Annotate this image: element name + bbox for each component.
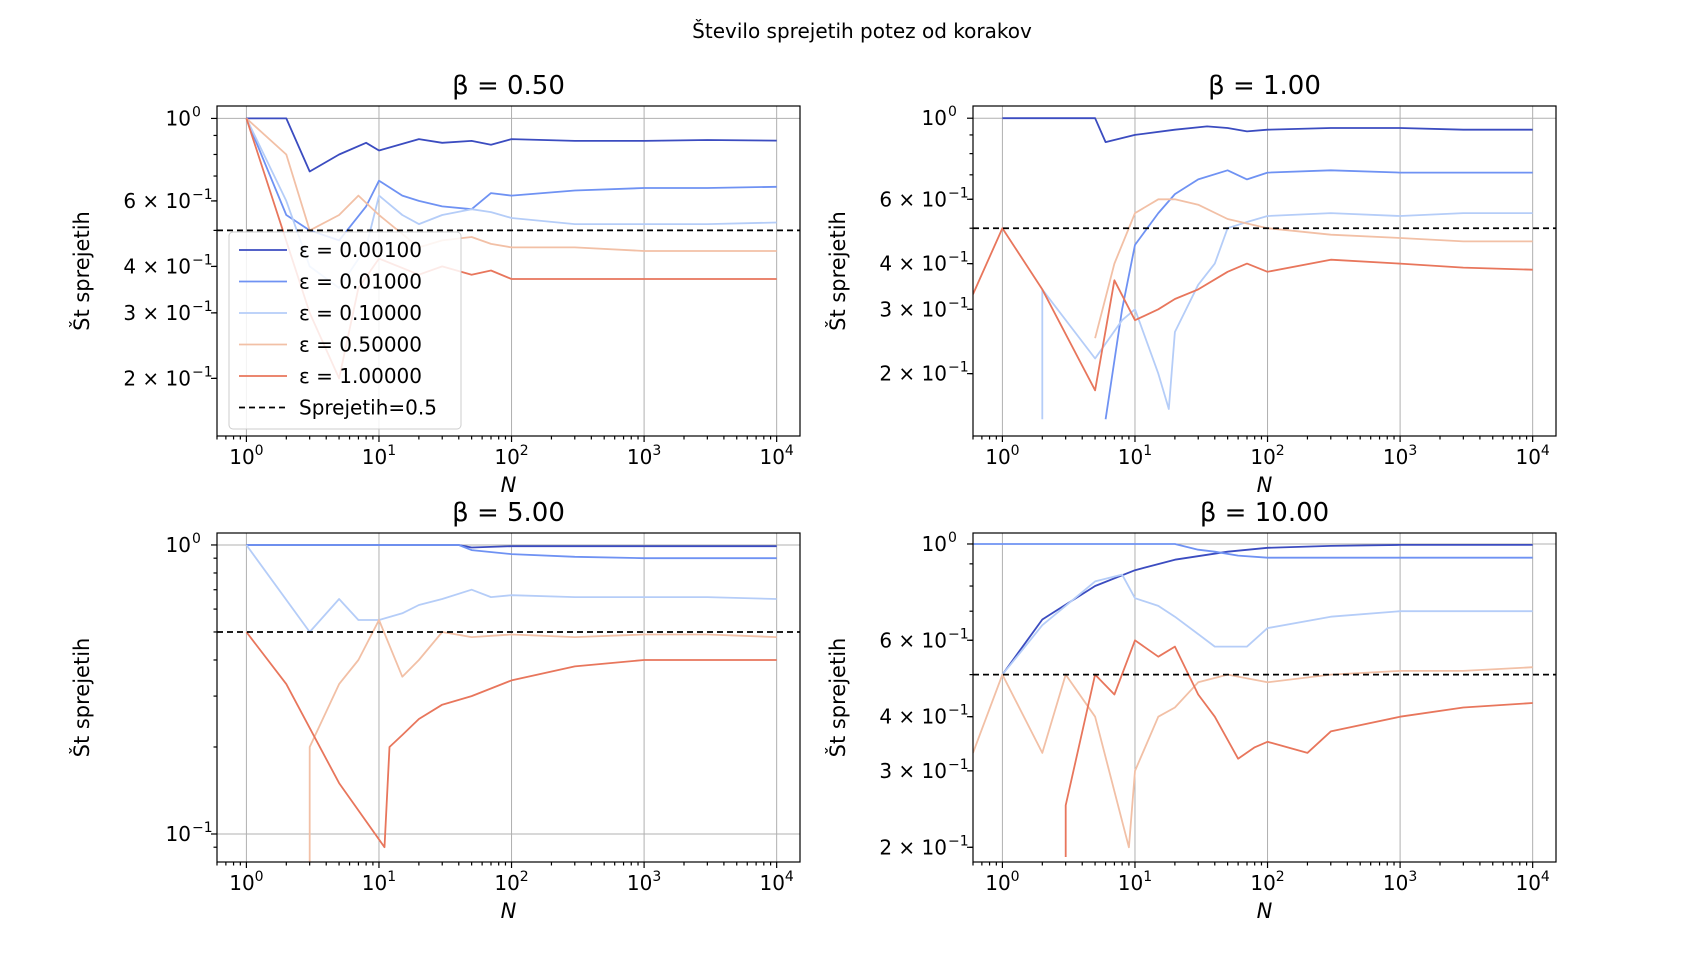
y-tick-label: 2 × 10 xyxy=(879,835,947,859)
y-tick-label: 2 × 10 xyxy=(123,366,191,390)
y-tick-exponent: 0 xyxy=(948,530,957,546)
x-tick-label: 104 xyxy=(1515,443,1549,469)
axes-frame xyxy=(972,532,1557,863)
y-axis-label: Št sprejetih xyxy=(825,211,850,331)
axes-frame xyxy=(216,105,801,437)
subplot-title: β = 5.00 xyxy=(452,498,565,528)
subplot-title: β = 1.00 xyxy=(1208,71,1321,101)
y-tick-exponent: −1 xyxy=(948,703,969,719)
series-line-4 xyxy=(308,619,777,862)
y-tick-label: 10 xyxy=(166,533,191,557)
y-tick-label: 6 × 10 xyxy=(123,189,191,213)
x-tick-label: 104 xyxy=(759,443,793,469)
y-axis-label: Št sprejetih xyxy=(69,211,94,331)
x-tick-label: 103 xyxy=(1383,443,1417,469)
y-tick-label: 10 xyxy=(922,532,947,556)
legend-label: ε = 1.00000 xyxy=(299,364,422,388)
y-tick-exponent: −1 xyxy=(948,250,969,266)
y-tick-exponent: 0 xyxy=(948,104,957,120)
legend: ε = 0.00100 ε = 0.01000 ε = 0.10000 ε = 0.5… xyxy=(228,231,462,430)
y-axis-label: Št sprejetih xyxy=(825,638,850,758)
y-tick-exponent: −1 xyxy=(192,299,213,315)
x-tick-label: 103 xyxy=(627,869,661,895)
x-tick-label: 100 xyxy=(985,443,1019,469)
x-tick-label: 101 xyxy=(1118,869,1152,895)
y-tick-label: 6 × 10 xyxy=(879,187,947,211)
x-tick-label: 102 xyxy=(1250,869,1284,895)
series-line-4 xyxy=(973,666,1533,849)
series-line-3 xyxy=(245,544,777,633)
x-tick-label: 104 xyxy=(1515,869,1549,895)
series-line-1 xyxy=(246,117,777,173)
x-axis-label: N xyxy=(1257,473,1273,497)
x-tick-label: 103 xyxy=(627,443,661,469)
axes-frame xyxy=(972,105,1557,437)
y-tick-exponent: −1 xyxy=(192,252,213,268)
y-tick-exponent: −1 xyxy=(948,833,969,849)
x-tick-label: 100 xyxy=(985,869,1019,895)
series-line-4 xyxy=(1094,198,1533,339)
series-line-2 xyxy=(973,543,1533,559)
y-tick-exponent: −1 xyxy=(192,364,213,380)
y-tick-exponent: −1 xyxy=(192,187,213,203)
y-tick-label: 3 × 10 xyxy=(879,759,947,783)
x-tick-label: 103 xyxy=(1383,869,1417,895)
subplot-title: β = 0.50 xyxy=(452,71,565,101)
y-tick-label: 10 xyxy=(166,106,191,130)
y-tick-exponent: 0 xyxy=(192,104,201,120)
x-axis-label: N xyxy=(501,899,517,923)
y-tick-label: 10 xyxy=(922,106,947,130)
y-tick-label: 3 × 10 xyxy=(123,301,191,325)
x-tick-label: 102 xyxy=(494,443,528,469)
series-line-5 xyxy=(245,631,777,849)
y-tick-exponent: −1 xyxy=(948,360,969,376)
figure-suptitle: Število sprejetih potez od korakov xyxy=(692,19,1032,43)
y-tick-exponent: −1 xyxy=(948,185,969,201)
x-axis-label: N xyxy=(1257,899,1273,923)
x-tick-label: 101 xyxy=(362,443,396,469)
legend-label: ε = 0.00100 xyxy=(299,238,422,262)
series-line-3 xyxy=(1001,573,1533,676)
series-line-2 xyxy=(246,544,777,560)
y-tick-label: 4 × 10 xyxy=(879,705,947,729)
legend-label: ε = 0.01000 xyxy=(299,270,422,294)
y-tick-label: 2 × 10 xyxy=(879,362,947,386)
y-tick-exponent: −1 xyxy=(948,626,969,642)
y-tick-exponent: −1 xyxy=(948,295,969,311)
y-tick-label: 3 × 10 xyxy=(879,297,947,321)
x-tick-label: 100 xyxy=(229,443,263,469)
x-tick-label: 102 xyxy=(494,869,528,895)
y-tick-label: 4 × 10 xyxy=(123,254,191,278)
series-line-5 xyxy=(973,227,1533,392)
x-tick-label: 104 xyxy=(759,869,793,895)
x-tick-label: 101 xyxy=(362,869,396,895)
y-tick-exponent: −1 xyxy=(192,820,213,836)
y-tick-label: 6 × 10 xyxy=(879,628,947,652)
y-axis-label: Št sprejetih xyxy=(69,638,94,758)
legend-label: ε = 0.50000 xyxy=(299,333,422,357)
series-line-1 xyxy=(1002,117,1533,143)
series-line-5 xyxy=(1064,639,1533,857)
y-tick-label: 4 × 10 xyxy=(879,252,947,276)
axes-frame xyxy=(216,532,801,863)
legend-label: ε = 0.10000 xyxy=(299,301,422,325)
x-tick-label: 101 xyxy=(1118,443,1152,469)
y-tick-label: 10 xyxy=(166,822,191,846)
y-tick-exponent: −1 xyxy=(948,757,969,773)
x-axis-label: N xyxy=(501,473,517,497)
x-tick-label: 100 xyxy=(229,869,263,895)
legend-label: Sprejetih=0.5 xyxy=(299,396,437,420)
y-tick-exponent: 0 xyxy=(192,531,201,547)
x-tick-label: 102 xyxy=(1250,443,1284,469)
subplot-title: β = 10.00 xyxy=(1200,498,1329,528)
series-line-3 xyxy=(1041,212,1533,420)
series-line-2 xyxy=(1104,169,1533,420)
